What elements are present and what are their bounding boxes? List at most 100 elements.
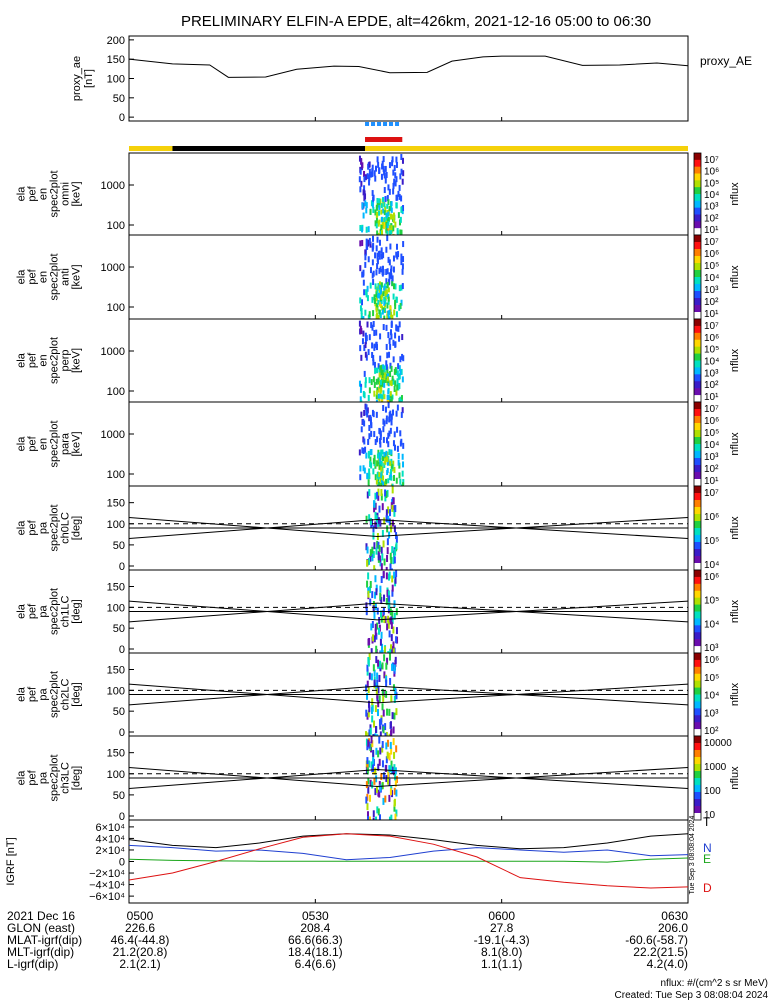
pitch-angle-cell <box>380 489 383 497</box>
spectrogram-cell <box>375 329 378 336</box>
fgm-marker <box>389 122 394 126</box>
colorbar-segment <box>694 486 701 494</box>
spectrogram-cell <box>393 283 396 290</box>
fgm-indicator <box>365 122 400 126</box>
pitch-angle-cell <box>378 790 381 798</box>
y-tick-label: 50 <box>113 623 125 635</box>
spectrogram-cell <box>397 459 400 466</box>
pitch-angle-cell <box>373 669 376 677</box>
colorbar: 10⁶ 10⁵ 10⁴ 10³ 10² nflux <box>693 652 741 737</box>
pitch-angle-cell <box>379 638 382 646</box>
spectrogram-cell <box>362 269 365 276</box>
spectrogram-cell <box>380 466 383 472</box>
pitch-angle-cell <box>366 680 369 688</box>
spectrogram-cell <box>386 195 389 202</box>
colorbar-label: nflux <box>729 682 741 706</box>
ephemeris-row-label: MLAT-igrf(dip) <box>7 933 82 947</box>
pitch-angle-ylabel: ela pef pa spec2plot ch1LC [deg] <box>16 588 83 635</box>
colorbar-segment <box>694 673 701 682</box>
pitch-angle-cell <box>379 660 382 668</box>
spectrogram-cell <box>394 380 397 387</box>
spectrogram-cell <box>401 268 404 275</box>
pitch-angle-cell <box>394 548 397 556</box>
spectrogram-cell <box>366 407 369 414</box>
proxy-ae-legend: proxy_AE <box>700 54 752 68</box>
y-tick-label: 100 <box>107 685 125 697</box>
colorbar-segment <box>694 764 701 772</box>
colorbar-tick: 10⁶ <box>704 572 719 583</box>
spectrogram-cell <box>390 207 393 213</box>
spectrogram-cell <box>375 460 378 467</box>
spectrogram-cell <box>390 413 393 420</box>
spectrogram-cell <box>397 325 400 332</box>
colorbar-segment <box>694 680 701 689</box>
colorbar-tick: 10⁴ <box>704 190 719 201</box>
pitch-angle-cell <box>395 627 398 635</box>
spectrogram-cell <box>359 297 362 304</box>
pitch-angle-cell <box>367 777 370 785</box>
spectrogram-cell <box>389 472 392 478</box>
energy-ylabel-line: en <box>38 188 50 200</box>
spectrogram-cell <box>382 208 385 214</box>
orbit-bars-layer <box>129 122 688 151</box>
colorbar-tick: 10⁵ <box>704 673 719 684</box>
pitch-angle-cell <box>395 570 398 578</box>
colorbar-segment <box>694 701 701 709</box>
spectrogram-cell <box>376 236 379 243</box>
pitch-angle-cell <box>387 621 390 629</box>
spectrogram-cell <box>398 193 401 200</box>
igrf-line-e <box>128 857 689 863</box>
spectrogram-cell <box>388 430 391 437</box>
pitch-angle-cell <box>388 778 391 786</box>
colorbar-segment <box>694 458 701 466</box>
spectrogram-cell <box>382 405 385 412</box>
pitch-angle-panel: 150 100 50 0 ela pef pa spec2plot ch3LC [deg] 1000… <box>16 735 741 827</box>
spectrogram-cell <box>390 419 393 426</box>
shadow-bar <box>172 146 366 151</box>
spectrogram-cell <box>371 201 374 208</box>
spectrogram-cell <box>359 186 362 193</box>
pitch-angle-cell <box>371 698 374 706</box>
colorbar-segment <box>694 409 701 417</box>
spectrogram-cell <box>363 289 366 296</box>
spectrogram-cell <box>390 229 393 235</box>
pitch-angle-cell <box>377 750 380 758</box>
spectrogram-cell <box>374 474 377 481</box>
spectrogram-cell <box>379 390 382 397</box>
pitch-angle-cell <box>394 779 397 787</box>
spectrogram-cell <box>390 265 393 272</box>
energy-ylabel-line: en <box>38 438 50 450</box>
spectrogram-cell <box>381 305 384 311</box>
spectrogram-cell <box>375 479 378 485</box>
spectrogram-cell <box>382 426 385 433</box>
colorbar-segment <box>694 500 701 508</box>
spectrogram-cell <box>361 226 364 233</box>
spectrogram-cell <box>381 309 384 315</box>
spectrogram-cell <box>372 376 375 383</box>
ephemeris-value: 2.1(2.1) <box>119 957 160 971</box>
spectrogram-cell <box>384 177 387 184</box>
colorbar-segment <box>694 785 701 793</box>
spectrogram-cell <box>402 355 405 362</box>
spectrogram-cell <box>359 225 362 232</box>
spectrogram-cell <box>366 173 369 180</box>
ephemeris-value: 6.4(6.6) <box>295 957 336 971</box>
colorbar-segment <box>694 312 701 320</box>
spectrogram-cell <box>385 289 388 295</box>
spectrogram-cell <box>369 171 372 178</box>
pitch-angle-cell <box>365 709 368 717</box>
spectrogram-cell <box>358 449 361 456</box>
spectrogram-cell <box>396 404 399 411</box>
spectrogram-cell <box>390 268 393 275</box>
spectrogram-cell <box>397 452 400 459</box>
spectrogram-cell <box>400 284 403 291</box>
spectrogram-cell <box>391 156 394 163</box>
pitch-angle-ylabel-line: spec2plot <box>49 504 61 551</box>
y-tick-label: 1000 <box>101 262 125 274</box>
spectrogram-cell <box>373 329 376 336</box>
igrf-legend-t: T <box>703 815 711 829</box>
spectrogram-cell <box>368 468 371 475</box>
